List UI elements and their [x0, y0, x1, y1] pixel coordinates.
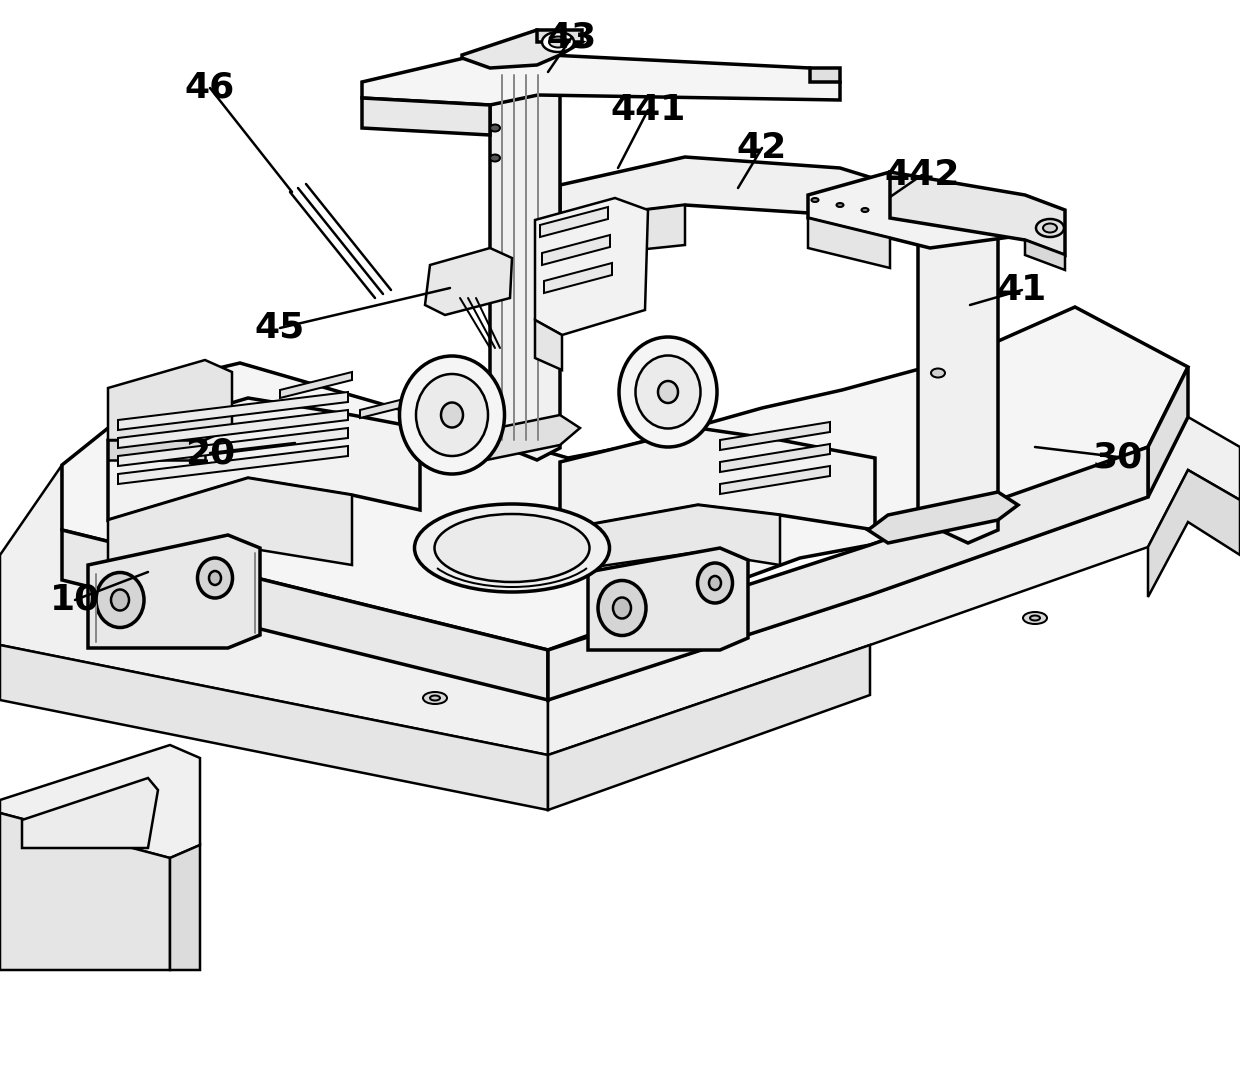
Ellipse shape	[423, 692, 446, 704]
Ellipse shape	[811, 198, 818, 202]
Polygon shape	[108, 360, 232, 440]
Polygon shape	[425, 248, 512, 315]
Polygon shape	[720, 422, 830, 450]
Polygon shape	[118, 392, 348, 430]
Polygon shape	[362, 52, 839, 105]
Polygon shape	[548, 417, 1240, 755]
Polygon shape	[720, 466, 830, 494]
Text: 42: 42	[737, 131, 787, 165]
Ellipse shape	[112, 589, 129, 610]
Ellipse shape	[837, 203, 843, 207]
Ellipse shape	[931, 369, 945, 377]
Text: 43: 43	[547, 20, 598, 55]
Polygon shape	[0, 465, 548, 755]
Polygon shape	[463, 30, 582, 68]
Text: 442: 442	[884, 158, 960, 192]
Polygon shape	[0, 814, 170, 970]
Polygon shape	[360, 392, 432, 418]
Polygon shape	[918, 208, 998, 543]
Polygon shape	[542, 235, 610, 265]
Ellipse shape	[434, 514, 589, 582]
Ellipse shape	[697, 563, 733, 603]
Polygon shape	[118, 446, 348, 484]
Polygon shape	[1148, 367, 1188, 497]
Polygon shape	[108, 478, 352, 568]
Polygon shape	[441, 415, 580, 465]
Ellipse shape	[1043, 223, 1056, 232]
Polygon shape	[560, 505, 780, 572]
Polygon shape	[560, 157, 960, 224]
Polygon shape	[440, 412, 512, 438]
Polygon shape	[1148, 470, 1240, 597]
Polygon shape	[0, 745, 200, 858]
Polygon shape	[62, 307, 1188, 650]
Polygon shape	[808, 172, 1025, 248]
Polygon shape	[548, 447, 1148, 700]
Polygon shape	[808, 218, 890, 268]
Ellipse shape	[1035, 219, 1064, 237]
Polygon shape	[537, 30, 582, 42]
Ellipse shape	[619, 337, 717, 447]
Ellipse shape	[1030, 616, 1040, 620]
Text: 20: 20	[185, 436, 236, 470]
Polygon shape	[539, 207, 608, 237]
Ellipse shape	[613, 598, 631, 619]
Ellipse shape	[709, 576, 720, 590]
Ellipse shape	[399, 356, 505, 474]
Ellipse shape	[635, 356, 701, 429]
Text: 46: 46	[185, 71, 236, 105]
Text: 41: 41	[997, 273, 1047, 307]
Polygon shape	[534, 320, 562, 370]
Polygon shape	[108, 398, 420, 520]
Polygon shape	[534, 198, 649, 335]
Polygon shape	[548, 645, 870, 810]
Polygon shape	[490, 52, 560, 460]
Polygon shape	[62, 530, 548, 700]
Polygon shape	[588, 548, 748, 650]
Polygon shape	[0, 645, 548, 810]
Polygon shape	[544, 263, 613, 293]
Ellipse shape	[95, 573, 144, 628]
Text: 45: 45	[255, 311, 305, 345]
Ellipse shape	[414, 503, 610, 592]
Ellipse shape	[441, 403, 463, 428]
Polygon shape	[890, 172, 1065, 255]
Polygon shape	[88, 534, 260, 648]
Polygon shape	[118, 428, 348, 466]
Ellipse shape	[490, 124, 500, 131]
Text: 30: 30	[1092, 440, 1143, 474]
Ellipse shape	[241, 607, 260, 617]
Ellipse shape	[415, 374, 489, 456]
Ellipse shape	[430, 696, 440, 700]
Polygon shape	[118, 410, 348, 448]
Ellipse shape	[542, 32, 574, 52]
Polygon shape	[362, 98, 490, 135]
Ellipse shape	[862, 208, 868, 212]
Ellipse shape	[210, 571, 221, 585]
Polygon shape	[560, 205, 684, 258]
Ellipse shape	[197, 558, 233, 598]
Polygon shape	[280, 372, 352, 398]
Polygon shape	[108, 440, 205, 460]
Ellipse shape	[490, 155, 500, 161]
Polygon shape	[560, 428, 875, 530]
Ellipse shape	[549, 36, 567, 47]
Polygon shape	[22, 778, 157, 848]
Polygon shape	[170, 845, 200, 970]
Polygon shape	[910, 188, 1011, 228]
Polygon shape	[720, 444, 830, 472]
Ellipse shape	[658, 381, 678, 403]
Ellipse shape	[1023, 611, 1047, 624]
Ellipse shape	[598, 580, 646, 635]
Polygon shape	[868, 492, 1018, 543]
Text: 10: 10	[50, 583, 100, 617]
Text: 441: 441	[610, 93, 686, 127]
Polygon shape	[810, 68, 839, 82]
Polygon shape	[1025, 241, 1065, 270]
